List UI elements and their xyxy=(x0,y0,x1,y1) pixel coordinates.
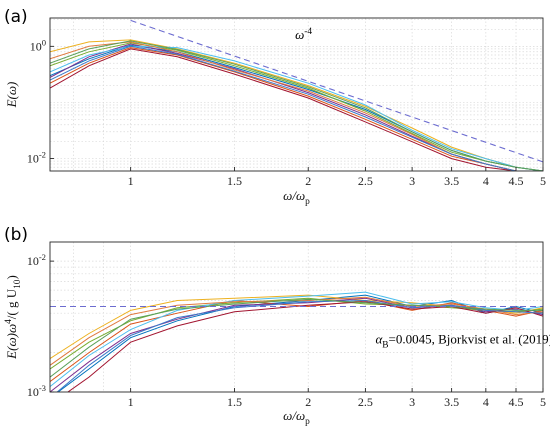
series-line-9 xyxy=(50,45,543,171)
grid xyxy=(50,242,543,392)
x-tick-label: 2.5 xyxy=(358,174,373,188)
y-tick-label: 10-3 xyxy=(27,383,46,399)
series-line-5 xyxy=(50,42,543,171)
series-line-10 xyxy=(50,298,543,378)
series-line-8 xyxy=(50,41,543,171)
panel-label: (b) xyxy=(4,225,28,245)
series-line-3 xyxy=(50,39,543,171)
series-group xyxy=(50,291,543,392)
series-line-8 xyxy=(50,296,543,366)
series-line-9 xyxy=(56,299,543,392)
panel-a: 1 1.5 2 2.5 3 3.5 4 4.5 5 100 10-2 ω/ωp E(ω) (a) ω-4 xyxy=(4,7,546,207)
x-tick-label: 5 xyxy=(540,174,546,188)
y-axis-label: E(ω)ω4/( g U10) xyxy=(4,275,23,360)
series-line-4 xyxy=(50,297,543,392)
axes-frame xyxy=(49,17,544,172)
series-group xyxy=(50,19,543,171)
x-axis-label: ω/ωp xyxy=(283,188,310,207)
reference-line-annotation: ω-4 xyxy=(295,27,312,42)
series-line-1 xyxy=(57,294,543,392)
axes-frame xyxy=(49,241,544,393)
y-tick-label: 10-2 xyxy=(27,252,46,268)
x-tick-label: 3.5 xyxy=(444,174,459,188)
x-tick-label: 2 xyxy=(305,174,311,188)
panel-b: 1 1.5 2 2.5 3 3.5 4 4.5 5 10-2 10-3 ω/ωp E(ω)ω4/( g … xyxy=(4,225,550,427)
x-tick-label: 3.5 xyxy=(444,395,459,409)
series-line-6 xyxy=(50,291,543,387)
y-tick-label: 100 xyxy=(30,37,46,53)
grid xyxy=(50,18,543,171)
panel-label: (a) xyxy=(4,7,28,27)
x-tick-label: 2.5 xyxy=(358,395,373,409)
x-tick-label: 4.5 xyxy=(509,174,524,188)
y-tick-label: 10-2 xyxy=(27,150,46,166)
x-axis-label: ω/ωp xyxy=(283,408,310,427)
x-tick-label: 4 xyxy=(483,174,489,188)
series-line-7 xyxy=(67,301,543,392)
x-tick-label: 2 xyxy=(305,395,311,409)
reference-line-annotation: αB=0.0045, Bjorkvist et al. (2019) xyxy=(375,331,550,350)
series-line-10 xyxy=(50,40,543,171)
x-tick-label: 3 xyxy=(409,174,415,188)
x-tick-label: 1 xyxy=(128,395,134,409)
reference-line xyxy=(130,19,543,163)
x-tick-label: 5 xyxy=(540,395,546,409)
x-tick-label: 3 xyxy=(409,395,415,409)
y-axis-label: E(ω) xyxy=(4,82,19,109)
x-tick-label: 1.5 xyxy=(227,395,242,409)
x-tick-label: 4 xyxy=(483,395,489,409)
series-line-7 xyxy=(50,48,543,171)
x-tick-label: 4.5 xyxy=(509,395,524,409)
series-line-6 xyxy=(50,45,543,171)
x-tick-label: 1 xyxy=(128,174,134,188)
x-tick-label: 1.5 xyxy=(227,174,242,188)
